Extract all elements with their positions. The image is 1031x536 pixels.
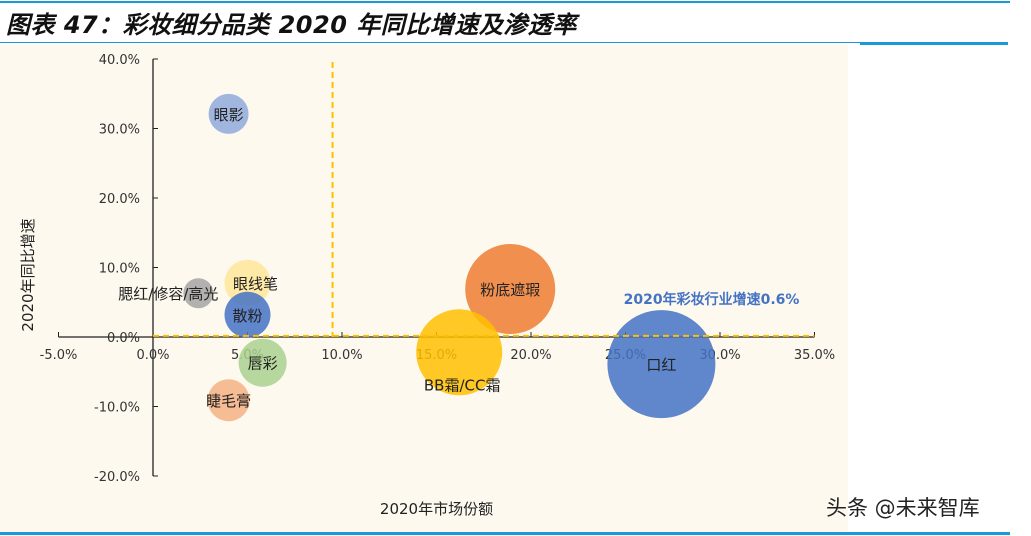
bubble-睫毛膏 <box>207 379 250 422</box>
y-axis-title: 2020年同比增速 <box>19 218 37 331</box>
bubble-label: BB霜/CC霜 <box>424 376 501 394</box>
bubble-唇彩 <box>238 338 287 387</box>
bubble-label: 腮红/修容/高光 <box>118 285 218 303</box>
x-tick-label: -5.0% <box>40 348 78 363</box>
bubble-眼影 <box>208 93 249 134</box>
x-tick-label: 0.0% <box>136 348 169 363</box>
title-rule-accent <box>860 42 1008 45</box>
x-tick-label: 35.0% <box>794 348 835 363</box>
y-tick-label: 40.0% <box>99 53 140 68</box>
bubble-label: 睫毛膏 <box>206 392 251 410</box>
bubble-腮红/修容/高光 <box>183 278 214 309</box>
bubble-label: 散粉 <box>232 307 262 325</box>
bubble-label: 眼线笔 <box>233 275 278 293</box>
bubble-label: 口红 <box>646 356 676 374</box>
y-tick-label: 0.0% <box>107 331 140 346</box>
bubble-口红 <box>607 310 716 419</box>
top-rule <box>0 1 1010 3</box>
y-tick-label: 20.0% <box>99 192 140 207</box>
title-rule <box>0 42 1008 43</box>
bubble-散粉 <box>224 291 271 338</box>
figure-title: 图表 47：彩妆细分品类 2020 年同比增速及渗透率 <box>6 11 577 39</box>
watermark: 头条 @未来智库 <box>826 496 980 520</box>
x-tick-label: 10.0% <box>321 348 362 363</box>
bubble-粉底遮瑕 <box>465 244 556 335</box>
bubble-眼线笔 <box>224 259 271 306</box>
y-tick-label: 30.0% <box>99 123 140 138</box>
bottom-rule <box>0 532 1010 535</box>
bubble-label: 唇彩 <box>248 355 278 373</box>
plot-area <box>0 45 848 532</box>
y-tick-label: -10.0% <box>94 401 140 416</box>
reference-annotation: 2020年彩妆行业增速0.6% <box>624 291 800 308</box>
bubble-label: 粉底遮瑕 <box>480 281 540 299</box>
y-tick-label: -20.0% <box>94 470 140 485</box>
x-axis-title: 2020年市场份额 <box>380 500 493 518</box>
y-tick-label: 10.0% <box>99 262 140 277</box>
bubble-label: 眼影 <box>214 106 244 124</box>
x-tick-label: 20.0% <box>510 348 551 363</box>
bubble-BB霜/CC霜 <box>416 309 503 396</box>
